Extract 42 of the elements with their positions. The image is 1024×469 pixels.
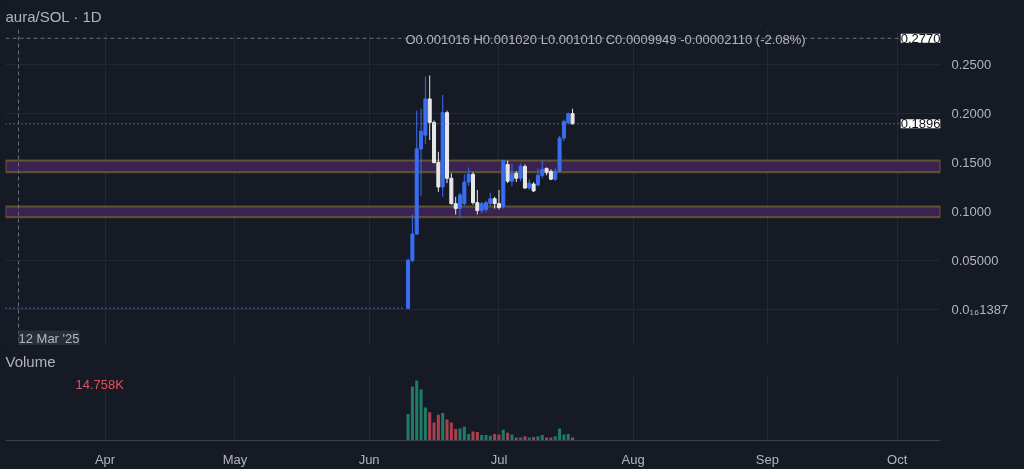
y-tick-label: 0.2500 <box>951 57 992 73</box>
bar <box>419 389 423 441</box>
y-tick-label: 0.1000 <box>951 203 992 219</box>
x-tick-label: Jul <box>490 451 508 467</box>
y-tick-label: 0.1500 <box>951 155 992 171</box>
y-tick-label: 0.2000 <box>951 106 992 122</box>
y-tick-label: 0.0₁₆1387 <box>951 301 1009 317</box>
bar <box>566 433 570 441</box>
bar <box>493 433 497 441</box>
ref-line-label: 0.1896 <box>900 116 941 132</box>
bar <box>436 414 440 441</box>
annotation: 14.758K <box>75 376 125 392</box>
ref-line-label: 12 Mar '25 <box>18 330 80 346</box>
ref-line-label: 0.2770 <box>900 30 941 46</box>
annotation: O0.001016 H0.001020 L0.001010 C0.0009949 -0.00002110 (-2.08%) <box>405 31 806 47</box>
bar <box>471 431 475 441</box>
bar <box>501 429 505 441</box>
y-tick-label: 0.05000 <box>951 252 999 268</box>
x-tick-label: Jun <box>358 451 380 467</box>
bar <box>458 428 462 441</box>
chart-title: aura/SOL · 1D <box>5 7 102 25</box>
candlestick <box>505 160 510 184</box>
x-tick-label: May <box>222 451 248 467</box>
bar <box>445 419 449 441</box>
bar <box>441 412 445 441</box>
bar <box>462 426 466 441</box>
x-tick-label: Aug <box>621 451 645 467</box>
x-tick-label: Sep <box>755 451 779 467</box>
x-tick-label: Oct <box>887 451 908 467</box>
bar <box>449 422 453 441</box>
bar <box>428 412 432 441</box>
bar <box>484 435 488 441</box>
candlestick <box>509 163 514 187</box>
x-tick-label: Apr <box>94 451 116 467</box>
bar <box>540 435 544 441</box>
bar <box>558 428 562 441</box>
chart-title: Volume <box>5 352 56 370</box>
bar <box>480 435 484 441</box>
bar <box>536 436 540 441</box>
bar <box>475 432 479 441</box>
bar <box>523 436 527 441</box>
bar <box>415 380 419 441</box>
